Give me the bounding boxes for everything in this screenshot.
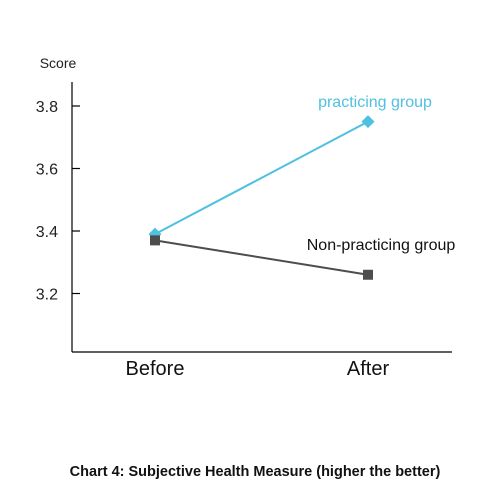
- x-tick-label: After: [347, 358, 390, 380]
- y-tick-label: 3.6: [36, 162, 58, 179]
- data-point: [150, 235, 160, 246]
- y-axis-label: Score: [40, 55, 77, 71]
- data-point: [361, 115, 375, 129]
- series-label: practicing group: [318, 94, 432, 111]
- series-0: practicing group: [148, 94, 432, 241]
- series-label: Non-practicing group: [307, 237, 456, 254]
- series-line: [154, 239, 369, 276]
- y-tick-label: 3.2: [36, 287, 58, 304]
- x-tick-label: Before: [126, 358, 185, 380]
- series-1: Non-practicing group: [150, 235, 456, 280]
- chart-title: Chart 4: Subjective Health Measure (high…: [69, 464, 441, 480]
- data-point: [363, 269, 373, 280]
- y-tick-label: 3.8: [36, 99, 58, 116]
- series-line: [154, 120, 369, 236]
- y-tick-label: 3.4: [36, 224, 58, 241]
